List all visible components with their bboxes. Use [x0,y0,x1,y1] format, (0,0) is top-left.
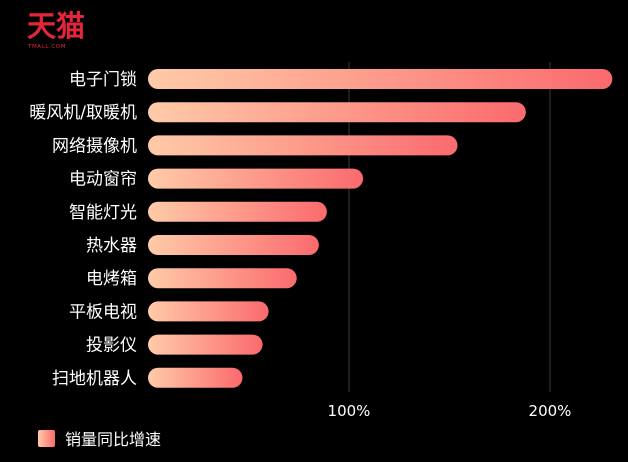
logo-subtext: TMALL.COM [27,44,66,50]
category-label: 投影仪 [86,336,137,356]
legend-label: 销量同比增速 [65,430,162,449]
bar-chart: 电子门锁暖风机/取暖机网络摄像机电动窗帘智能灯光热水器电烤箱平板电视投影仪扫地机… [29,62,613,420]
tmall-logo: 天猫 TMALL.COM [27,9,85,50]
category-label: 电子门锁 [69,70,137,90]
bar-7 [148,268,297,289]
category-label: 网络摄像机 [52,136,137,156]
bar-1 [148,69,613,89]
x-tick-label: 100% [328,402,371,420]
bars [148,69,613,388]
x-axis-ticks: 100% 200% [328,402,572,420]
bar-5 [148,201,327,222]
bar-4 [148,168,364,189]
category-label: 电烤箱 [86,269,137,289]
legend-swatch [38,429,55,447]
category-label: 平板电视 [69,302,137,322]
category-label: 扫地机器人 [52,369,137,389]
bar-9 [148,334,263,355]
bar-2 [148,102,526,123]
category-label: 暖风机/取暖机 [29,103,137,123]
category-labels: 电子门锁暖风机/取暖机网络摄像机电动窗帘智能灯光热水器电烤箱平板电视投影仪扫地机… [29,70,137,389]
category-label: 电动窗帘 [69,170,137,190]
category-label: 智能灯光 [69,203,137,223]
bar-8 [148,301,269,322]
bar-6 [148,235,319,255]
logo-text: 天猫 [27,9,85,43]
x-tick-label: 200% [529,402,572,420]
bar-3 [148,135,458,156]
bar-10 [148,367,243,388]
legend: 销量同比增速 [38,426,161,450]
category-label: 热水器 [86,236,137,256]
